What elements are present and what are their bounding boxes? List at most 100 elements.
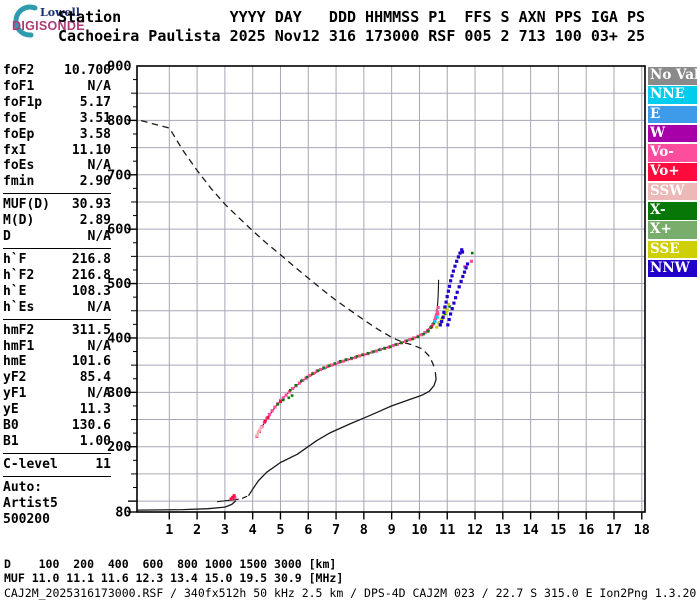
legend-item: E — [648, 105, 697, 124]
echo-dot-x-echoes-x-minus — [288, 388, 292, 392]
legend-item: X- — [648, 202, 697, 220]
echo-dot-spread-f-tail-nnw-right — [459, 279, 463, 283]
echo-dot-cusp-echoes-sse — [447, 302, 451, 306]
y-tick-label: 80 — [115, 505, 131, 521]
echo-dot-x-echoes-x-minus — [282, 398, 285, 402]
echo-dot-o-echoes-ssw — [258, 428, 262, 432]
echo-dot-spread-f-tail-nnw-right — [464, 266, 468, 270]
param-value: 10.700 — [64, 63, 111, 78]
echo-dot-spread-f-tail-nnw-right — [450, 307, 454, 311]
param-label: M(D) — [3, 213, 35, 229]
param-label: yF1 — [3, 386, 27, 402]
echo-dot-x-echoes-x-minus — [350, 356, 353, 360]
direction-color-legend: No Val NNE E W Vo- Vo+ SSW X- X+ SSE NNW — [648, 67, 697, 279]
param-value: 3.58 — [79, 126, 111, 142]
echo-dot-o-echoes-vo-minus — [469, 259, 473, 263]
scaled-parameters-panel: foF2 10.700 foF1 N/A foF1p 5.17 foE 3.51 foEp 3.5… — [3, 63, 111, 527]
x-tick-label: 18 — [634, 522, 650, 538]
param-group-divider — [3, 452, 111, 454]
echo-dot-spread-f-tail-nnw-right — [460, 250, 465, 254]
echo-dot-o-echoes-vo-minus — [408, 338, 412, 342]
echo-dot-cusp-echoes-sse — [445, 308, 449, 312]
echo-dot-x-echoes-x-minus — [426, 330, 430, 333]
x-tick-label: 2 — [193, 522, 201, 538]
param-value: 11.3 — [79, 402, 111, 418]
param-value: 30.93 — [71, 197, 111, 213]
param-row: h`F2 216.8 — [3, 268, 111, 284]
echo-dot-o-echoes-vo-minus — [403, 339, 408, 343]
echo-dot-o-echoes-vo-minus — [281, 396, 285, 400]
param-label: 500200 — [3, 511, 50, 527]
param-row: h`Es N/A — [3, 300, 111, 316]
echo-dot-o-echoes-vo-minus — [434, 316, 438, 320]
echo-dot-spread-f-tail-nnw-left — [441, 315, 445, 319]
echo-dot-spread-f-tail-nnw-left — [456, 255, 460, 259]
curve-artist-o-trace-fit — [256, 279, 440, 437]
file-info-row: CAJ2M_2025316173000.RSF / 340fx512h 50 k… — [4, 586, 697, 600]
echo-dot-spread-f-tail-nnw-left — [455, 259, 459, 263]
echo-dot-x-echoes-x-minus — [429, 326, 433, 329]
x-tick-label: 15 — [550, 522, 566, 538]
echo-dot-x-echoes-x-minus — [311, 372, 314, 376]
legend-item: NNW — [648, 259, 697, 278]
param-value: N/A — [87, 229, 111, 245]
y-tick-label: 300 — [107, 385, 131, 401]
y-tick-label: 200 — [107, 439, 131, 455]
echo-dot-spread-f-tail-nnw-right — [455, 290, 459, 294]
legend-item: No Val — [648, 67, 697, 85]
echo-dot-o-echoes-vo-minus — [370, 350, 374, 354]
muf-row: MUF 11.0 11.1 11.6 12.3 13.4 15.0 19.5 3… — [4, 571, 344, 585]
echo-dot-spread-f-tail-nnw-right — [457, 285, 461, 289]
echo-dot-x-echoes-x-minus — [316, 369, 320, 372]
station-header: Station YYYY DAY DDD HHMMSS P1 FFS S AXN… — [58, 8, 645, 45]
param-value: 2.90 — [79, 174, 111, 190]
y-tick-label: 800 — [107, 113, 131, 129]
echo-dot-o-echoes-vo-minus — [297, 381, 301, 385]
echo-dot-x-echoes-x-minus — [333, 362, 336, 365]
param-row: yF2 85.4 — [3, 370, 111, 386]
echo-dot-x-echoes-x-minus — [416, 335, 420, 339]
echo-dot-spread-f-tail-nnw-left — [446, 289, 450, 293]
echo-dot-spread-f-tail-nnw-right — [454, 296, 458, 300]
echo-dot-o-echoes-vo-minus — [423, 330, 427, 335]
param-value: 5.17 — [79, 94, 111, 110]
param-label: hmF1 — [3, 338, 35, 354]
echo-dot-o-echoes-vo-minus — [301, 378, 305, 382]
echo-dot-x-echoes-x-minus — [305, 375, 309, 379]
param-value: N/A — [87, 338, 111, 354]
param-label: D — [3, 229, 11, 245]
param-row: h`E 108.3 — [3, 284, 111, 300]
logo-text-lowell: Lowell — [40, 6, 80, 19]
echo-dot-o-echoes-vo-minus — [362, 353, 366, 357]
x-tick-label: 17 — [606, 522, 622, 538]
echo-dot-o-echoes-vo-minus — [353, 355, 358, 360]
param-row: foE 3.51 — [3, 111, 111, 127]
x-tick-label: 4 — [249, 522, 257, 538]
param-row: D N/A — [3, 229, 111, 245]
echo-dot-x-echoes-x-minus — [383, 347, 386, 350]
echo-dot-spread-f-tail-nnw-right — [446, 323, 450, 327]
echo-dot-o-echoes-vo-minus — [345, 358, 349, 362]
x-tick-label: 13 — [495, 522, 511, 538]
echo-dot-spread-f-tail-nnw-left — [449, 279, 453, 283]
param-row: fxI 11.10 — [3, 143, 111, 159]
echo-dot-x-echoes-x-minus — [355, 355, 359, 358]
param-row: Artist5 — [3, 496, 111, 512]
legend-item: SSW — [648, 182, 697, 201]
param-label: B1 — [3, 433, 19, 449]
echo-dot-cusp-echoes-sse — [435, 325, 439, 329]
legend-item: Vo- — [648, 144, 697, 162]
echo-dot-o-echoes-vo-minus — [291, 386, 295, 391]
param-row: MUF(D) 30.93 — [3, 197, 111, 213]
curve-profile-bottom-flat — [137, 500, 237, 511]
curve-profile-valley-dash — [241, 495, 248, 499]
echo-dot-spread-f-tail-nnw-left — [460, 248, 464, 252]
param-group-divider — [3, 475, 111, 477]
echo-dot-x-echoes-x-minus — [361, 353, 364, 357]
lowell-digisonde-logo: Lowell DIGISONDE — [4, 2, 124, 42]
x-tick-label: 1 — [165, 522, 173, 538]
echo-dot-o-echoes-vo-minus — [395, 342, 399, 347]
echo-dot-x-echoes-x-minus — [432, 322, 436, 325]
